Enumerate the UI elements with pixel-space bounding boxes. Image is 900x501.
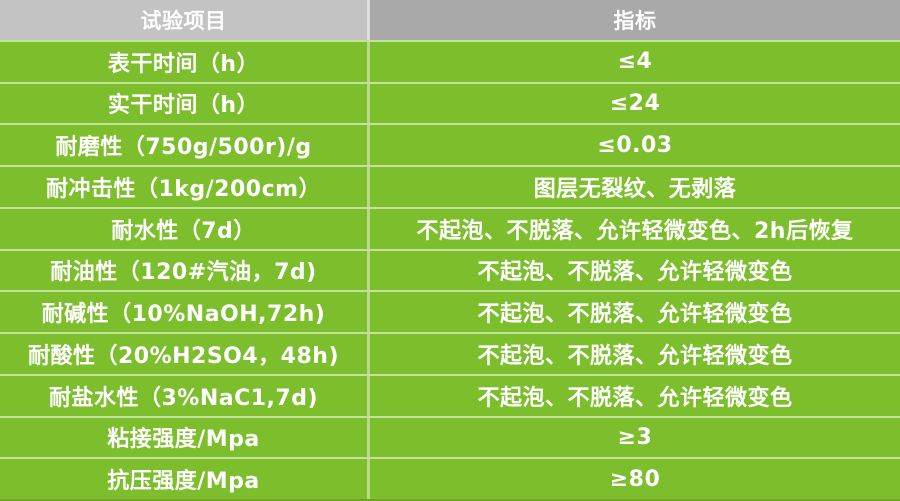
test-item-cell: 耐酸性（20%H2SO4，48h) — [0, 334, 370, 374]
indicator-cell: 不起泡、不脱落、允许轻微变色 — [477, 385, 793, 411]
indicator-cell: ≥3 — [617, 424, 653, 450]
indicator-cell: ≤24 — [609, 90, 661, 116]
table-row: 实干时间（h） ≤24 — [0, 81, 900, 124]
indicator-cell: 图层无裂纹、无剥落 — [533, 176, 737, 202]
table-row: 耐酸性（20%H2SO4，48h) 不起泡、不脱落、允许轻微变色 — [0, 332, 900, 374]
test-item-cell: 耐油性（120#汽油，7d) — [0, 250, 370, 291]
indicator-cell: ≤4 — [617, 49, 653, 75]
test-item-cell: 耐盐水性（3%NaC1,7d) — [0, 375, 370, 416]
indicator-cell: 不起泡、不脱落、允许轻微变色 — [477, 260, 793, 286]
table-row: 粘接强度/Mpa ≥3 — [0, 415, 900, 458]
table-row: 耐盐水性（3%NaC1,7d) 不起泡、不脱落、允许轻微变色 — [0, 373, 900, 416]
indicator-cell: ≤0.03 — [597, 132, 673, 158]
table-row: 耐冲击性（1kg/200cm） 图层无裂纹、无剥落 — [0, 165, 900, 207]
test-item-cell: 耐磨性（750g/500r)/g — [0, 125, 370, 165]
table-row: 表干时间（h） ≤4 — [0, 39, 900, 82]
test-item-cell: 耐水性（7d） — [0, 208, 370, 249]
table-row: 抗压强度/Mpa ≥80 — [0, 457, 900, 499]
table-row: 耐油性（120#汽油，7d) 不起泡、不脱落、允许轻微变色 — [0, 248, 900, 291]
indicator-cell: ≥80 — [609, 466, 661, 492]
table-row: 耐碱性（10%NaOH,72h) 不起泡、不脱落、允许轻微变色 — [0, 290, 900, 332]
table-row: 耐水性（7d） 不起泡、不脱落、允许轻微变色、2h后恢复 — [0, 206, 900, 249]
test-item-cell: 耐碱性（10%NaOH,72h) — [0, 292, 370, 332]
table-header-row: 试验项目 指标 — [0, 0, 900, 40]
indicator-cell: 不起泡、不脱落、允许轻微变色 — [477, 343, 793, 369]
test-item-cell: 粘接强度/Mpa — [0, 417, 370, 458]
indicator-cell: 不起泡、不脱落、允许轻微变色、2h后恢复 — [416, 218, 854, 244]
table-row: 耐磨性（750g/500r)/g ≤0.03 — [0, 123, 900, 165]
test-item-cell: 实干时间（h） — [0, 83, 370, 124]
indicator-cell: 不起泡、不脱落、允许轻微变色 — [477, 302, 793, 328]
column-header-indicator: 指标 — [370, 0, 900, 40]
test-item-cell: 抗压强度/Mpa — [0, 459, 370, 499]
column-header-test-item: 试验项目 — [0, 0, 370, 40]
test-item-cell: 耐冲击性（1kg/200cm） — [0, 167, 370, 207]
test-item-cell: 表干时间（h） — [0, 41, 370, 82]
